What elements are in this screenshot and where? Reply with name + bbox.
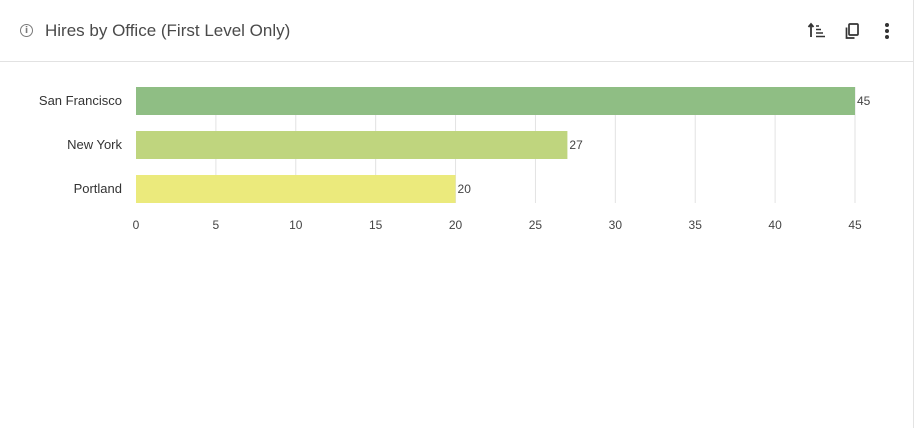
x-tick-label: 0: [133, 218, 140, 232]
category-label: Portland: [74, 181, 122, 196]
x-tick-label: 45: [848, 218, 862, 232]
data-label: 27: [569, 138, 583, 152]
category-label: San Francisco: [39, 93, 122, 108]
bar-chart: San Francisco 45 New York 27 Portland 20 0 5 10 1…: [39, 87, 871, 232]
bar: [136, 87, 855, 115]
x-tick-label: 20: [449, 218, 463, 232]
x-tick-label: 10: [289, 218, 303, 232]
data-label: 20: [458, 182, 472, 196]
chart-title: Hires by Office (First Level Only): [45, 21, 291, 40]
data-label: 45: [857, 94, 871, 108]
x-tick-label: 5: [213, 218, 220, 232]
sort-icon[interactable]: [806, 20, 828, 42]
x-tick-label: 25: [529, 218, 543, 232]
x-tick-label: 35: [689, 218, 703, 232]
card-header: i Hires by Office (First Level Only): [0, 0, 913, 62]
category-label: New York: [67, 137, 122, 152]
more-vertical-icon[interactable]: [876, 20, 898, 42]
x-tick-label: 15: [369, 218, 383, 232]
copy-icon[interactable]: [841, 20, 863, 42]
bar: [136, 131, 568, 159]
x-tick-label: 30: [609, 218, 623, 232]
bar: [136, 175, 456, 203]
info-icon[interactable]: i: [20, 24, 33, 37]
x-tick-label: 40: [768, 218, 782, 232]
